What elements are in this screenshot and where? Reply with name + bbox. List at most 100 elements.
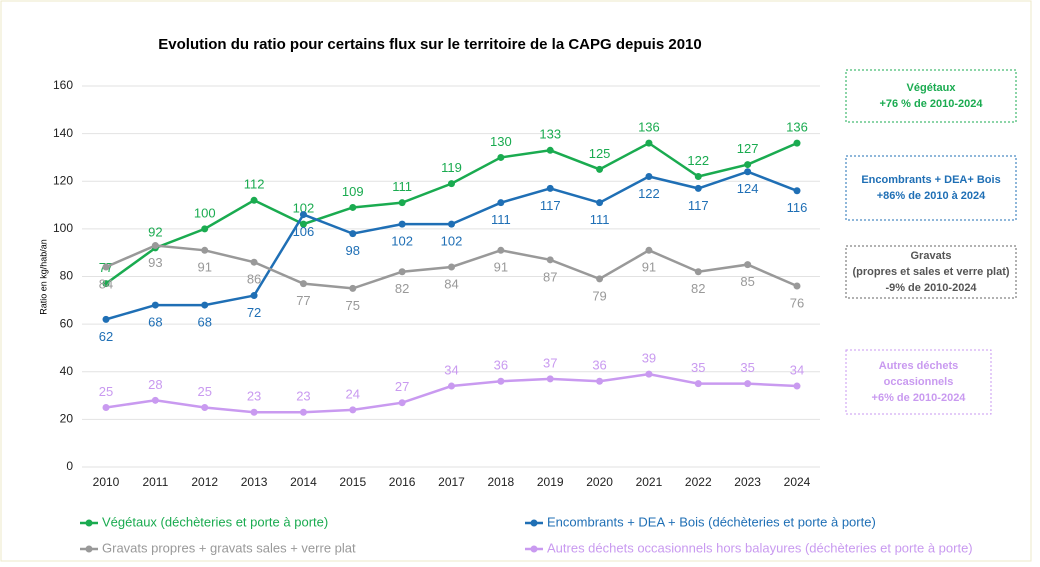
point <box>744 168 752 176</box>
data-label: 112 <box>244 177 265 192</box>
x-tick-label: 2019 <box>537 475 564 489</box>
point <box>299 408 307 416</box>
data-label: 34 <box>444 362 458 377</box>
legend-marker <box>530 545 538 553</box>
data-label: 102 <box>391 234 413 249</box>
point <box>645 370 653 378</box>
data-label: 98 <box>346 243 360 258</box>
point <box>250 408 258 416</box>
data-label: 36 <box>494 358 508 373</box>
point <box>102 263 110 271</box>
annotation-text: -9% de 2010-2024 <box>885 282 977 294</box>
point <box>645 139 653 147</box>
x-tick-label: 2016 <box>389 475 416 489</box>
data-label: 130 <box>490 134 512 149</box>
point <box>546 146 554 154</box>
annotation-text: Gravats <box>911 250 952 262</box>
x-tick-label: 2020 <box>586 475 613 489</box>
y-tick-label: 0 <box>66 459 73 473</box>
data-label: 35 <box>691 360 705 375</box>
data-label: 116 <box>787 200 808 215</box>
data-label: 127 <box>737 141 759 156</box>
x-tick-label: 2012 <box>191 475 218 489</box>
data-label: 37 <box>543 355 557 370</box>
data-label: 23 <box>247 389 261 404</box>
annotation-text: +86% de 2010 à 2024 <box>877 190 986 202</box>
data-label: 23 <box>296 389 310 404</box>
point <box>102 315 110 323</box>
point <box>793 187 801 195</box>
y-tick-label: 80 <box>60 269 74 283</box>
data-label: 84 <box>99 276 113 291</box>
point <box>250 258 258 266</box>
data-label: 122 <box>687 153 709 168</box>
x-tick-label: 2023 <box>734 475 761 489</box>
legend-marker <box>85 545 93 553</box>
y-tick-label: 140 <box>53 126 73 140</box>
chart-title: Evolution du ratio pour certains flux su… <box>158 36 701 53</box>
point <box>151 301 159 309</box>
x-tick-label: 2022 <box>685 475 712 489</box>
point <box>102 403 110 411</box>
legend-label: Encombrants + DEA + Bois (déchèteries et… <box>547 514 876 529</box>
point <box>151 242 159 250</box>
x-tick-label: 2013 <box>241 475 268 489</box>
x-tick-label: 2010 <box>93 475 120 489</box>
point <box>299 280 307 288</box>
y-tick-label: 120 <box>53 173 73 187</box>
point <box>497 377 505 385</box>
data-label: 68 <box>148 315 162 330</box>
data-label: 75 <box>346 298 360 313</box>
point <box>793 139 801 147</box>
legend-marker <box>85 519 93 527</box>
data-label: 34 <box>790 362 804 377</box>
point <box>497 153 505 161</box>
data-label: 91 <box>494 260 508 275</box>
data-label: 93 <box>148 255 162 270</box>
data-label: 25 <box>99 384 113 399</box>
data-label: 85 <box>740 274 754 289</box>
annotation-text: (propres et sales et verre plat) <box>852 266 1009 278</box>
data-label: 25 <box>197 384 211 399</box>
y-axis-label: Ratio en kg/hab/an <box>38 239 48 315</box>
data-label: 100 <box>194 205 216 220</box>
point <box>250 196 258 204</box>
data-label: 102 <box>293 201 315 216</box>
data-label: 86 <box>247 272 261 287</box>
legend-marker <box>530 519 538 527</box>
annotation-box <box>845 69 1017 123</box>
y-tick-label: 160 <box>53 78 73 92</box>
legend-label: Gravats propres + gravats sales + verre … <box>102 540 356 555</box>
data-label: 28 <box>148 377 162 392</box>
data-label: 125 <box>589 146 611 161</box>
data-label: 133 <box>539 127 561 142</box>
point <box>448 180 455 188</box>
annotation-text: occasionnels <box>884 376 954 388</box>
point <box>694 380 702 388</box>
point <box>398 399 406 407</box>
point <box>546 256 554 264</box>
annotation-box <box>845 155 1017 221</box>
point <box>349 284 357 292</box>
y-tick-label: 60 <box>60 316 74 330</box>
data-label: 91 <box>197 260 211 275</box>
data-label: 77 <box>296 293 310 308</box>
data-label: 79 <box>592 288 606 303</box>
point <box>645 246 653 254</box>
point <box>694 268 702 276</box>
data-label: 84 <box>444 276 458 291</box>
point <box>596 199 604 207</box>
annotation-text: +6% de 2010-2024 <box>872 392 967 404</box>
point <box>596 275 604 283</box>
data-label: 109 <box>342 184 364 199</box>
x-tick-label: 2014 <box>290 475 317 489</box>
point <box>201 225 209 233</box>
point <box>645 172 653 180</box>
y-tick-label: 40 <box>60 364 74 378</box>
data-label: 119 <box>441 160 462 175</box>
point <box>744 261 752 269</box>
point <box>448 220 455 228</box>
point <box>398 199 406 207</box>
data-label: 68 <box>197 315 211 330</box>
